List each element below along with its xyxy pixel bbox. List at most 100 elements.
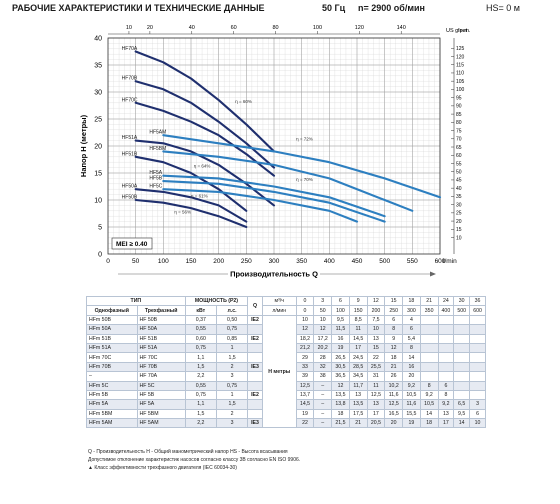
power-hp: 1,5: [215, 399, 249, 410]
x-tick-label: 150: [186, 258, 197, 265]
h-label: H метры: [261, 314, 297, 429]
head-value: 16,5: [384, 408, 404, 420]
speed-label: n= 2900 об/мин: [358, 3, 425, 13]
series-label: HF51A: [122, 135, 138, 141]
q-lmin-cell: 50: [313, 305, 333, 316]
frequency-label: 50 Гц: [322, 3, 346, 13]
x-axis-arrowhead: [430, 271, 436, 277]
q-lmin-cell: 200: [366, 305, 386, 316]
head-value: 11,7: [348, 380, 368, 391]
head-value: [453, 352, 471, 363]
top-tick-label: 10: [126, 25, 132, 31]
series-label: HF70A: [122, 46, 138, 52]
single-phase-model: –: [86, 371, 138, 382]
ie-class: [247, 380, 263, 391]
head-value: [437, 352, 455, 363]
table-header-row-1: ТИП МОЩНОСТЬ (P2) Q м³/ч 0 3 6 9 12 15 18 21 24 3…: [86, 295, 486, 316]
three-phase-model: HF 70C: [136, 352, 186, 363]
head-value: [419, 314, 439, 326]
right-tick-label: 15: [456, 227, 462, 233]
ie-class: [247, 408, 263, 420]
head-value: 36,5: [331, 371, 350, 382]
head-value: 28,5: [348, 361, 368, 373]
head-value: 34,5: [348, 371, 368, 382]
head-value: 13: [366, 399, 386, 410]
head-value: 9,5: [453, 408, 471, 420]
x-tick-label: 600: [435, 258, 446, 265]
head-value: 14,5: [348, 333, 368, 344]
three-phase-model: HF 5C: [136, 380, 186, 391]
head-value: [437, 333, 455, 344]
series-line: [162, 188, 359, 223]
head-value: 10: [295, 314, 315, 326]
head-value: 8: [402, 342, 421, 354]
three-phase-model: HF 51B: [136, 333, 186, 344]
head-value: 18: [331, 408, 350, 420]
head-value: [453, 371, 471, 382]
head-value: [469, 371, 486, 382]
head-value: 13,5: [331, 389, 350, 401]
head-value: [437, 324, 455, 335]
head-value: [469, 324, 486, 335]
head-value: [437, 342, 455, 354]
x-tick-label: 250: [241, 258, 252, 265]
head-value: [469, 361, 486, 373]
y-axis-title: Напор H (метры): [79, 114, 88, 177]
mei-label: MEI ≥ 0.40: [116, 241, 148, 248]
head-value: 15: [366, 342, 386, 354]
q-m3h-cell: 24: [437, 295, 455, 307]
table-row: HFm 70B HF 70B 1,5 2 IE3 33 32 30,5 28,5 25,5 21 16: [86, 361, 486, 373]
power-kw: 0,60: [184, 333, 217, 344]
power-hp: 0,85: [215, 333, 249, 344]
right-tick-label: 25: [456, 211, 462, 217]
three-phase-model: HF 50A: [136, 324, 186, 335]
series-label: HF5BM: [149, 146, 166, 152]
power-hp: 2: [215, 408, 249, 420]
head-value: 9,2: [437, 399, 455, 410]
efficiency-annotation: η = 56%: [174, 210, 191, 215]
right-tick-label: 20: [456, 219, 462, 225]
head-value: 29: [295, 352, 315, 363]
power-hp: 1: [215, 389, 249, 401]
q-m3h-cell: 12: [366, 295, 386, 307]
ie-class: IE2: [247, 389, 263, 401]
series-line: [134, 101, 276, 177]
head-value: 10: [469, 418, 486, 429]
top-tick-label: 140: [397, 25, 406, 31]
head-value: [469, 333, 486, 344]
head-value: 13,8: [331, 399, 350, 410]
series-label: HF5AM: [149, 130, 166, 136]
head-value: 28: [313, 352, 333, 363]
q-lmin-cell: 500: [453, 305, 471, 316]
y-tick-label: 30: [94, 90, 102, 97]
three-phase-header: Трехфазный: [136, 305, 186, 316]
single-phase-model: HFm 5AM: [86, 418, 138, 429]
q-lmin-cell: 600: [469, 305, 486, 316]
single-phase-model: HFm 5BM: [86, 408, 138, 420]
q-lmin-cell: 350: [419, 305, 439, 316]
lmin-label: л/мин: [261, 305, 297, 316]
page-title: РАБОЧИЕ ХАРАКТЕРИСТИКИ И ТЕХНИЧЕСКИЕ ДАН…: [12, 3, 265, 13]
right-tick-label: 60: [456, 153, 462, 159]
head-value: 18: [419, 418, 439, 429]
single-phase-model: HFm 50B: [86, 314, 138, 326]
power-hp: 1: [215, 342, 249, 354]
single-phase-model: HFm 50A: [86, 324, 138, 335]
q-lmin-cell: 300: [402, 305, 421, 316]
power-header: МОЩНОСТЬ (P2): [184, 295, 249, 307]
head-value: [437, 314, 455, 326]
x-tick-label: 300: [269, 258, 280, 265]
series-label: HF70C: [122, 97, 138, 103]
right-tick-label: 55: [456, 161, 462, 167]
head-value: 10,5: [402, 389, 421, 401]
q-m3h-cell: 6: [331, 295, 350, 307]
y-tick-label: 10: [94, 198, 102, 205]
head-value: 20: [384, 418, 404, 429]
efficiency-annotation: η = 72%: [296, 137, 313, 142]
power-hp: 2: [215, 361, 249, 373]
mei-badge: [111, 237, 153, 250]
head-value: 12: [384, 342, 404, 354]
table-row: HFm 5A HF 5A 1,1 1,5 14,5–13,8 13,5 13 12,5 11,6…: [86, 399, 486, 410]
head-value: [419, 324, 439, 335]
